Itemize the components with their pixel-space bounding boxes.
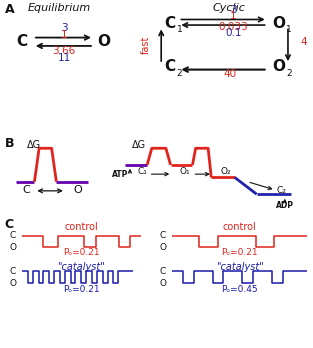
Text: C: C [164,59,175,74]
Text: O₂: O₂ [220,167,231,176]
Text: control: control [64,222,98,232]
Text: 2: 2 [177,69,182,78]
Text: 11: 11 [58,53,71,63]
Text: 4: 4 [300,37,307,47]
Text: "catalyst": "catalyst" [58,262,105,272]
Text: 2: 2 [286,69,292,78]
Text: ATP: ATP [112,171,129,180]
Text: 3: 3 [61,23,68,33]
Text: control: control [223,222,256,232]
Text: C: C [160,267,166,276]
Text: C: C [16,34,28,49]
Text: C: C [23,184,30,195]
Text: 1: 1 [177,25,182,34]
Text: Pₒ=0.21: Pₒ=0.21 [221,248,258,258]
Text: 0.033: 0.033 [218,22,248,32]
Text: C: C [160,231,166,240]
Text: O: O [9,243,16,252]
Text: 1: 1 [61,30,68,40]
Text: ADP: ADP [276,201,294,211]
Text: C: C [164,16,175,31]
Text: O: O [160,243,167,252]
Text: 0.1: 0.1 [225,28,241,38]
Text: ΔG: ΔG [131,140,146,150]
Text: O: O [160,279,167,288]
Text: Pₒ=0.45: Pₒ=0.45 [221,285,258,294]
Text: 3: 3 [230,5,237,15]
Text: C: C [9,231,16,240]
Text: O: O [272,59,285,74]
Text: O: O [272,16,285,31]
Text: A: A [5,3,14,16]
Text: Pₒ=0.21: Pₒ=0.21 [63,248,100,258]
Text: C: C [5,219,14,231]
Text: Pₒ=0.21: Pₒ=0.21 [63,285,100,294]
Text: Cyclic: Cyclic [212,3,245,13]
Text: O: O [9,279,16,288]
Text: C₂: C₂ [277,186,287,195]
Text: "catalyst": "catalyst" [216,262,263,272]
Text: fast: fast [141,36,151,54]
Text: Equilibrium: Equilibrium [28,3,91,13]
Text: B: B [5,137,14,150]
Text: 1: 1 [286,25,292,34]
Text: O: O [74,184,83,195]
Text: 3.66: 3.66 [53,46,76,56]
Text: 1: 1 [230,11,237,22]
Text: C₁: C₁ [137,167,147,176]
Text: O: O [97,34,110,49]
Text: O₁: O₁ [179,167,190,176]
Text: C: C [9,267,16,276]
Text: ΔG: ΔG [27,140,41,150]
Text: 40: 40 [223,69,237,79]
